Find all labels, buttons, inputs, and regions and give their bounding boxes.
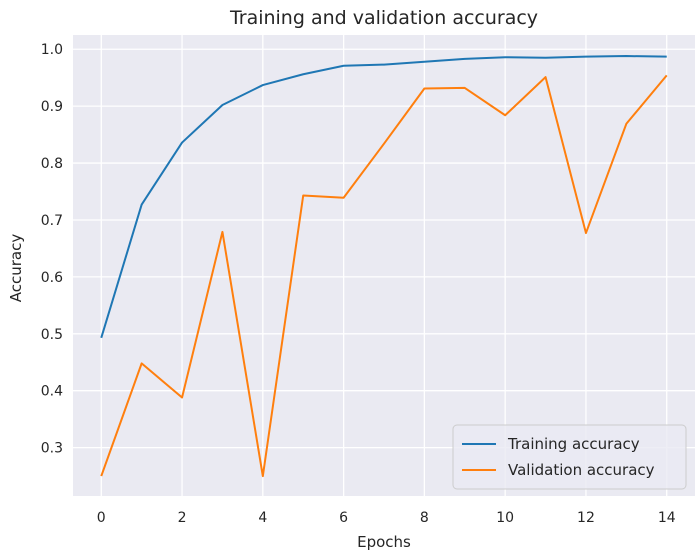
legend-label-training: Training accuracy [507,435,640,453]
legend-label-validation: Validation accuracy [508,461,655,479]
training-accuracy-line [100,55,667,339]
x-tick-label: 8 [420,510,429,526]
y-tick-label: 0.3 [41,441,63,457]
y-tick-labels: 0.3 0.4 0.5 0.6 0.7 0.8 0.9 1.0 [41,42,63,456]
y-tick-label: 0.5 [41,327,63,343]
legend-box [452,424,687,490]
chart-title: Training and validation accuracy [229,7,538,29]
x-tick-label: 4 [258,510,267,526]
x-axis-label: Epochs [357,533,411,551]
x-tick-label: 12 [577,510,595,526]
plot-background [73,35,695,496]
series-layer [100,55,668,478]
x-tick-label: 2 [178,510,187,526]
x-tick-label: 14 [658,510,676,526]
y-tick-label: 0.7 [41,213,63,229]
y-tick-label: 0.9 [41,99,63,115]
x-tick-labels: 0 2 4 6 8 10 12 14 [97,510,676,526]
validation-accuracy-line [100,74,668,478]
y-tick-label: 0.6 [41,270,63,286]
legend: Training accuracy Validation accuracy [452,424,687,490]
x-tick-label: 0 [97,510,106,526]
y-tick-label: 1.0 [41,42,63,58]
y-tick-label: 0.8 [41,156,63,172]
x-tick-label: 10 [496,510,514,526]
y-axis-label: Accuracy [7,234,25,303]
x-tick-label: 6 [339,510,348,526]
grid-lines [73,35,695,496]
y-tick-label: 0.4 [41,384,63,400]
